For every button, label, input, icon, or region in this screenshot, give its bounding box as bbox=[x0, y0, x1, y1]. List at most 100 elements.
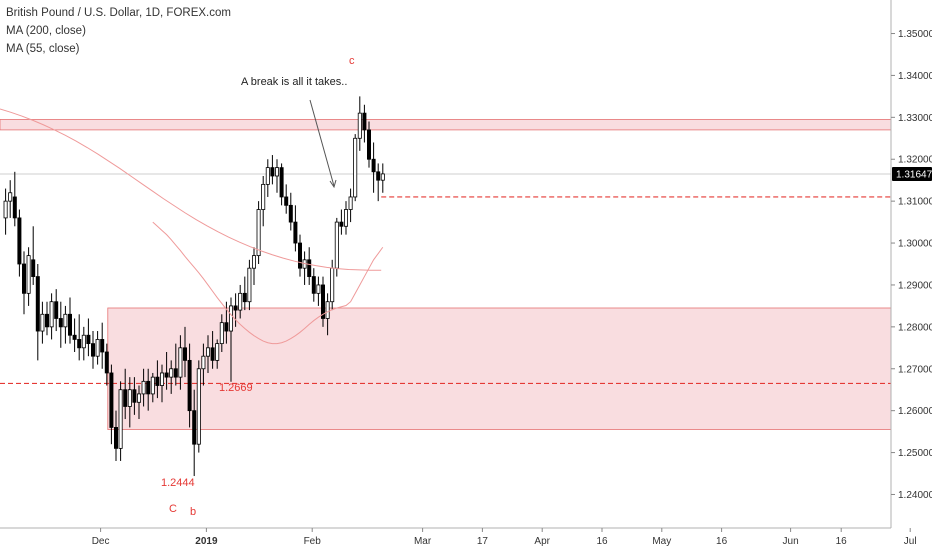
low-label-1-2444: 1.2444 bbox=[161, 477, 195, 489]
candle bbox=[376, 163, 381, 202]
candle-body bbox=[21, 263, 26, 294]
candle bbox=[334, 217, 339, 277]
candle bbox=[247, 259, 252, 311]
candle-body bbox=[100, 339, 105, 353]
x-tick-label: Jun bbox=[783, 536, 799, 547]
candle-body bbox=[320, 284, 325, 319]
candle bbox=[210, 331, 215, 369]
candle bbox=[293, 205, 298, 252]
candle-body bbox=[330, 267, 335, 303]
x-tick-label: 16 bbox=[836, 536, 848, 547]
candle-body bbox=[31, 259, 36, 277]
y-tick-label: 1.32000 bbox=[898, 155, 932, 166]
candle-body bbox=[261, 183, 266, 210]
candle-body bbox=[279, 167, 284, 198]
candle-body bbox=[380, 173, 385, 181]
candle bbox=[141, 368, 146, 407]
candle bbox=[302, 251, 307, 285]
candle bbox=[192, 389, 197, 477]
candle-body bbox=[45, 313, 50, 328]
candle-body bbox=[242, 292, 247, 303]
ma200-legend: MA (200, close) bbox=[6, 25, 86, 37]
candle bbox=[132, 377, 137, 415]
candle-body bbox=[210, 347, 215, 361]
candle bbox=[316, 276, 321, 306]
candle bbox=[307, 247, 312, 285]
candle bbox=[17, 209, 22, 277]
candle-body bbox=[366, 129, 371, 160]
candle bbox=[261, 176, 266, 227]
candle-body bbox=[118, 389, 123, 449]
candle-body bbox=[3, 200, 8, 219]
candle-body bbox=[81, 334, 86, 349]
candle bbox=[49, 293, 54, 340]
candle-body bbox=[205, 347, 210, 357]
candle-body bbox=[238, 292, 243, 311]
candle-body bbox=[136, 393, 141, 403]
candle bbox=[109, 364, 114, 445]
candle-body bbox=[169, 368, 174, 378]
candle-body bbox=[196, 368, 201, 445]
zone-1 bbox=[107, 307, 892, 430]
candle-body bbox=[49, 301, 54, 328]
candle-body bbox=[251, 255, 256, 269]
candle-body bbox=[40, 313, 45, 332]
y-tick-label: 1.25000 bbox=[898, 448, 932, 459]
candle-body bbox=[265, 167, 270, 185]
current-price-tag: 1.31647 bbox=[892, 167, 932, 182]
candle-body bbox=[109, 372, 114, 428]
candle bbox=[320, 276, 325, 327]
candle-body bbox=[26, 255, 31, 294]
candle-body bbox=[95, 339, 100, 357]
candle bbox=[100, 322, 105, 369]
candle bbox=[58, 301, 63, 348]
x-tick-label: 16 bbox=[596, 536, 608, 547]
time-axis[interactable]: Dec2019FebMar17Apr16May16Jun16Jul16 bbox=[92, 528, 932, 547]
candle-body bbox=[141, 380, 146, 395]
candle-body bbox=[307, 259, 312, 277]
candle-body bbox=[201, 355, 206, 370]
callout-arrow bbox=[309, 99, 337, 189]
candle bbox=[127, 377, 132, 428]
zone-0 bbox=[0, 119, 892, 131]
candle-body bbox=[215, 343, 220, 361]
candle bbox=[3, 188, 8, 235]
candle bbox=[187, 343, 192, 428]
x-tick-label: Dec bbox=[92, 536, 110, 547]
candle-body bbox=[288, 204, 293, 223]
candle bbox=[339, 209, 344, 235]
y-tick-label: 1.24000 bbox=[898, 490, 932, 501]
candle bbox=[169, 360, 174, 394]
candle-body bbox=[114, 427, 119, 449]
candle-body bbox=[132, 389, 137, 403]
x-tick-label: Jul bbox=[904, 536, 917, 547]
candle bbox=[150, 372, 155, 403]
y-tick-label: 1.34000 bbox=[898, 71, 932, 82]
candle-body bbox=[224, 322, 229, 332]
candle bbox=[353, 134, 358, 202]
candle-body bbox=[146, 380, 151, 395]
candle bbox=[265, 159, 270, 197]
ma55-line bbox=[152, 221, 384, 345]
candle bbox=[40, 301, 45, 344]
ma200-line bbox=[0, 108, 382, 271]
candle bbox=[12, 171, 17, 227]
candle bbox=[205, 335, 210, 373]
candle bbox=[274, 159, 279, 193]
price-axis[interactable]: 1.24000 1.25000 1.26000 1.27000 1.28000 1.290… bbox=[891, 29, 932, 501]
candle bbox=[311, 268, 316, 302]
candle bbox=[238, 284, 243, 319]
wave-label-c-top: c bbox=[349, 55, 355, 67]
candle bbox=[159, 364, 164, 403]
candle-body bbox=[233, 305, 238, 311]
candle bbox=[256, 201, 261, 264]
candle bbox=[362, 104, 367, 143]
candle-body bbox=[17, 217, 22, 265]
wave-label-C: C bbox=[169, 503, 177, 515]
candle bbox=[178, 335, 183, 390]
candle-body bbox=[104, 351, 109, 374]
candle-body bbox=[63, 313, 68, 328]
current-price-text: 1.31647 bbox=[896, 170, 932, 181]
candle bbox=[279, 163, 284, 206]
